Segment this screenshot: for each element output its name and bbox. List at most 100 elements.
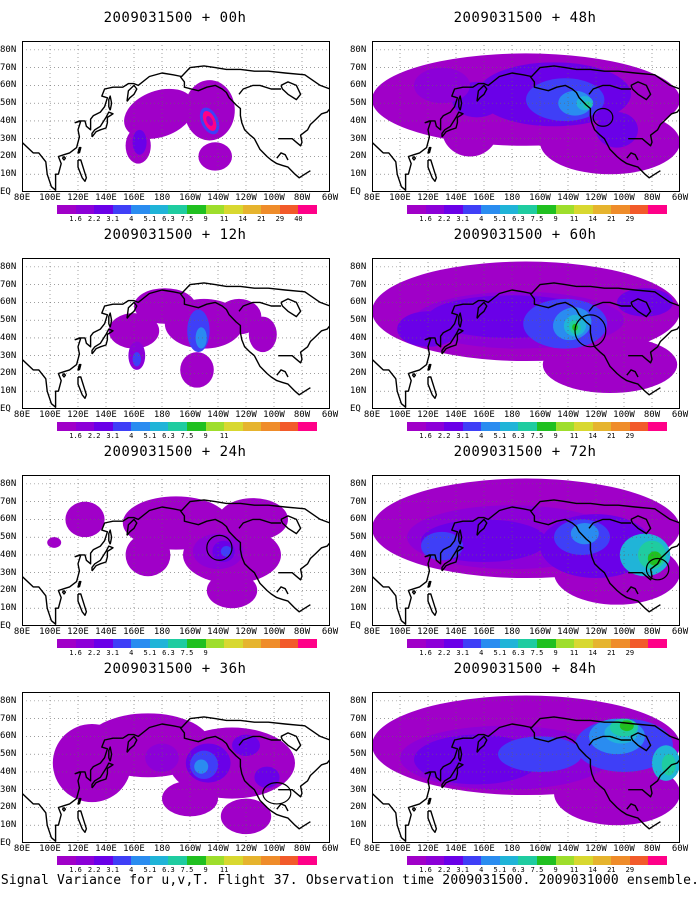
- coastline: [77, 593, 88, 617]
- colorbar-swatch: [462, 639, 482, 648]
- coastline: [278, 542, 330, 581]
- coastline: [411, 807, 417, 812]
- lon-tick-label: 120E: [67, 410, 89, 420]
- lon-tick-label: 60W: [671, 844, 689, 854]
- colorbar-swatch: [205, 205, 225, 214]
- coastline: [427, 363, 432, 371]
- colorbar-swatch: [168, 639, 188, 648]
- coastline: [276, 152, 289, 161]
- coastline: [126, 84, 138, 102]
- coastline: [77, 797, 82, 805]
- coastline: [411, 373, 417, 378]
- colorbar-label: 6.3: [162, 866, 175, 874]
- lon-tick-label: 80W: [643, 627, 661, 637]
- colorbar-label: 1.6: [419, 866, 432, 874]
- lon-tick-label: 140W: [207, 410, 229, 420]
- lat-tick-label: 80N: [0, 261, 17, 272]
- colorbar-swatch: [407, 422, 427, 431]
- lat-tick-label: 50N: [0, 749, 17, 760]
- colorbar-swatch: [574, 639, 594, 648]
- coastline: [441, 111, 464, 138]
- variance-field: [583, 101, 592, 109]
- coastline: [458, 95, 463, 111]
- lat-axis: EQ 10N 20N 30N 40N 50N 60N 70N 80N: [0, 475, 22, 635]
- lat-tick-label: 50N: [0, 532, 17, 543]
- lat-axis: EQ 10N 20N 30N 40N 50N 60N 70N 80N: [0, 258, 22, 418]
- lat-tick-label: 50N: [350, 98, 367, 109]
- lat-tick-label: 10N: [350, 820, 367, 831]
- coastline: [77, 363, 82, 371]
- colorbar-label: 7.5: [530, 432, 544, 440]
- lat-tick-label: 80N: [350, 261, 367, 272]
- colorbar-swatch: [407, 205, 427, 214]
- colorbar-swatch: [629, 422, 649, 431]
- colorbar-swatch: [298, 856, 318, 865]
- lat-tick-label: 40N: [0, 332, 17, 343]
- lon-tick-label: 60W: [321, 627, 339, 637]
- lon-tick-label: 140W: [557, 627, 579, 637]
- colorbar-swatch: [94, 422, 114, 431]
- lat-tick-label: 40N: [0, 115, 17, 126]
- coastline: [458, 529, 463, 545]
- lon-tick-label: 140E: [95, 844, 117, 854]
- coastline: [630, 515, 652, 535]
- lat-tick-label: 10N: [350, 169, 367, 180]
- lat-tick-label: 20N: [0, 585, 17, 596]
- coastline: [238, 735, 281, 746]
- coastline: [626, 152, 639, 161]
- lon-tick-label: 120W: [585, 410, 607, 420]
- colorbar-label: 14: [238, 215, 247, 223]
- colorbar-label: 7.5: [530, 649, 544, 657]
- colorbar: 1.6 2.2 3.1 4 5.1 6.3 7.5 9 11: [57, 422, 318, 444]
- map-frame: [372, 41, 680, 192]
- lon-tick-label: 160E: [473, 844, 495, 854]
- colorbar-swatch: [187, 639, 207, 648]
- lat-tick-label: 80N: [350, 695, 367, 706]
- colorbar-swatch: [131, 205, 151, 214]
- coastline: [77, 376, 88, 400]
- lon-tick-label: 140E: [445, 410, 467, 420]
- colorbar-label: 9: [553, 649, 558, 657]
- lon-tick-label: 140W: [207, 844, 229, 854]
- colorbar-swatch: [261, 856, 281, 865]
- colorbar-label: 9: [203, 215, 208, 223]
- lat-tick-label: 50N: [0, 98, 17, 109]
- coastline: [126, 735, 138, 753]
- colorbar-label: 2.2: [437, 215, 451, 223]
- colorbar-swatch: [592, 639, 612, 648]
- colorbar-label: 29: [625, 866, 635, 874]
- coastline: [529, 293, 661, 396]
- colorbar-swatch: [425, 639, 445, 648]
- colorbar-swatch: [444, 422, 464, 431]
- colorbar-swatch: [279, 422, 299, 431]
- colorbar-label: 21: [607, 649, 616, 657]
- colorbar-swatch: [444, 856, 464, 865]
- lon-axis: 80E 100E 120E 140E 160E 180 160W 140W 120W 100W 80…: [364, 194, 688, 204]
- variance-field: [195, 327, 207, 349]
- lon-tick-label: 80E: [13, 193, 31, 203]
- colorbar-swatch: [298, 205, 318, 214]
- colorbar-swatch: [112, 856, 132, 865]
- coastline: [441, 762, 464, 789]
- lon-axis: 80E 100E 120E 140E 160E 180 160W 140W 120W 100W 80…: [364, 844, 688, 855]
- panel-grid: 2009031500 + 00h EQ 10N 20N 30N 40N 50N 60N 70N 8…: [0, 10, 700, 874]
- colorbar-label: 3.1: [456, 866, 470, 874]
- colorbar-swatch: [205, 856, 225, 865]
- colorbar-swatch: [481, 422, 501, 431]
- lon-tick-label: 120E: [417, 844, 439, 854]
- lon-tick-label: 100E: [39, 627, 61, 637]
- lon-axis: 80E 100E 120E 140E 160E 180 160W 140W 120W 100W 80…: [364, 627, 688, 638]
- map-panel-t60: 2009031500 + 60h EQ 10N 20N 30N 40N 50N 60N 70N 8…: [350, 217, 700, 440]
- coastline: [529, 727, 661, 830]
- coastline: [476, 84, 488, 102]
- coastline: [441, 545, 464, 572]
- lon-tick-label: 140W: [557, 410, 579, 420]
- colorbar-swatch: [298, 639, 318, 648]
- colorbar-label: 7.5: [180, 649, 194, 657]
- colorbar-swatch: [75, 639, 95, 648]
- lat-tick-label: 70N: [0, 713, 17, 724]
- variance-field: [124, 88, 195, 139]
- colorbar-label: 2.2: [437, 866, 451, 874]
- colorbar-swatch: [149, 856, 169, 865]
- variance-field: [52, 723, 132, 803]
